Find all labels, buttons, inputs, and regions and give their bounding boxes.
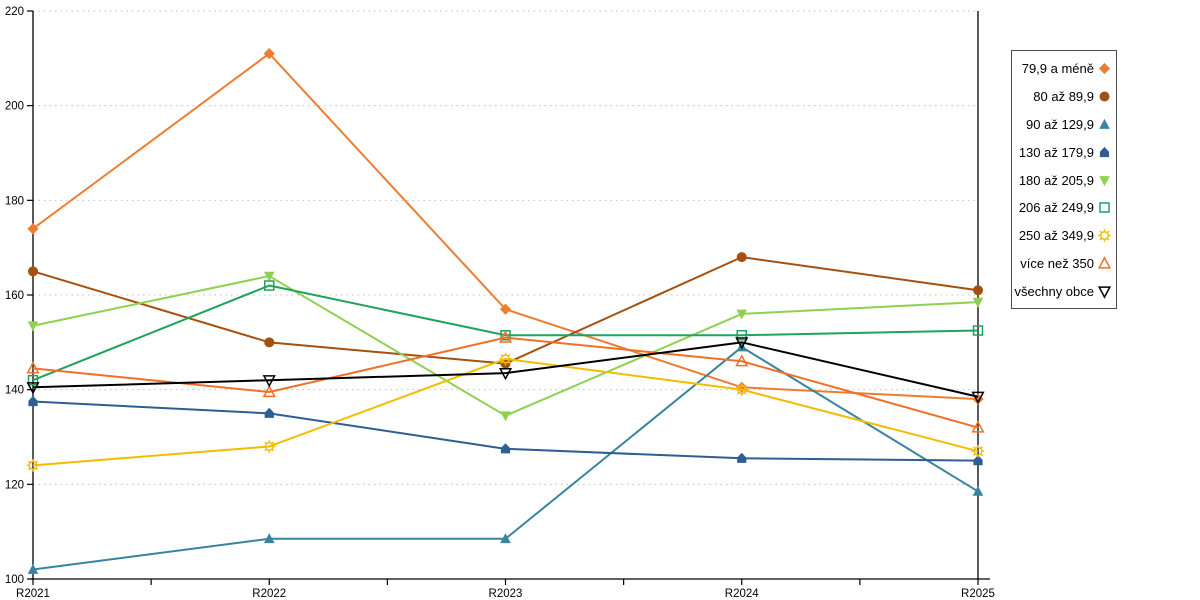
legend-label: 79,9 a méně: [1021, 61, 1094, 77]
gridlines: [33, 10, 978, 485]
svg-text:200: 200: [5, 101, 24, 113]
legend-label: 90 až 129,9: [1026, 116, 1094, 132]
series-4: [27, 271, 984, 422]
legend-label: 206 až 249,9: [1018, 200, 1094, 216]
triangle-up-marker-icon: [1099, 118, 1110, 129]
legend-item-2: 90 až 129,9: [1012, 111, 1116, 139]
legend: 79,9 a méně 80 až 89,9 90 až 129,9 130 až 1…: [1011, 50, 1117, 309]
svg-text:R2024: R2024: [725, 588, 759, 600]
y-axis-labels: 100 120 140 160 180 200 220: [5, 6, 33, 586]
legend-item-4: 180 až 205,9: [1012, 166, 1116, 194]
axes: [30, 11, 990, 580]
series-6: [26, 352, 985, 472]
legend-item-5: 206 až 249,9: [1012, 194, 1116, 222]
legend-label: 250 až 349,9: [1018, 228, 1094, 244]
svg-text:R2023: R2023: [489, 588, 523, 600]
circle-marker-icon: [1099, 91, 1110, 102]
legend-item-7: více než 350: [1012, 250, 1116, 278]
series-3: [28, 395, 983, 466]
sun-marker-icon: [1098, 229, 1111, 242]
svg-text:160: 160: [5, 290, 24, 302]
series-7: [26, 330, 985, 433]
svg-text:R2021: R2021: [16, 588, 50, 600]
legend-label: více než 350: [1020, 255, 1094, 271]
x-axis-labels: R2021 R2022 R2023 R2024 R2025: [16, 579, 995, 600]
legend-item-6: 250 až 349,9: [1012, 222, 1116, 250]
pentagon-marker-icon: [1099, 146, 1110, 157]
legend-item-0: 79,9 a méně: [1012, 55, 1116, 83]
legend-label: všechny obce: [1014, 283, 1095, 299]
diamond-marker-icon: [1098, 63, 1111, 75]
triangle-up-marker-icon: [1097, 256, 1112, 269]
svg-text:R2025: R2025: [961, 588, 995, 600]
legend-label: 180 až 205,9: [1018, 172, 1094, 188]
legend-label: 130 až 179,9: [1018, 144, 1094, 160]
svg-text:120: 120: [5, 479, 24, 491]
legend-label: 80 až 89,9: [1033, 89, 1094, 105]
svg-text:140: 140: [5, 385, 24, 397]
triangle-down-marker-icon: [1097, 286, 1112, 299]
triangle-down-marker-icon: [1099, 175, 1110, 186]
square-marker-icon: [1099, 202, 1110, 214]
legend-item-8: všechny obce: [1012, 277, 1116, 305]
series-2: [27, 341, 984, 574]
series-0: [27, 48, 984, 405]
legend-item-1: 80 až 89,9: [1012, 83, 1116, 111]
svg-text:180: 180: [5, 195, 24, 207]
svg-text:100: 100: [5, 574, 24, 586]
svg-text:220: 220: [5, 6, 24, 18]
svg-text:R2022: R2022: [252, 588, 286, 600]
series-8: [26, 337, 985, 404]
legend-item-3: 130 až 179,9: [1012, 138, 1116, 166]
